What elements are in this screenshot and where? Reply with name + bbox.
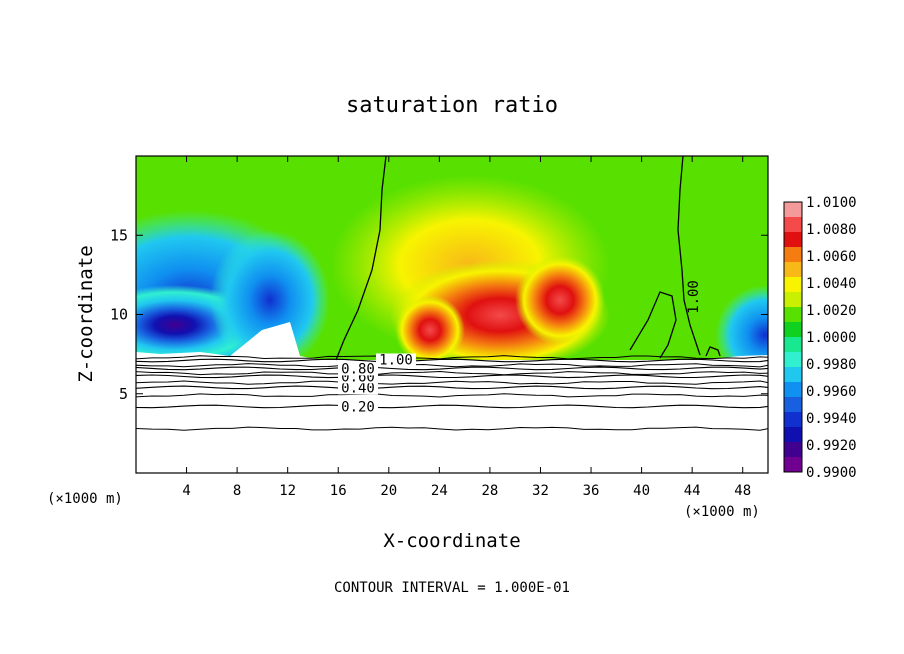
colorbar-label: 0.9900 [806, 465, 857, 481]
colorbar-label: 1.0020 [806, 303, 857, 319]
colorbar-swatch [784, 202, 802, 218]
colorbar-label: 0.9960 [806, 384, 857, 400]
contour-label: 0.40 [341, 380, 375, 396]
contour-line [135, 355, 769, 360]
colorbar-label: 1.0060 [806, 249, 857, 265]
moist-plume-1 [395, 295, 465, 365]
contour-line [135, 370, 769, 376]
contour-label: 1.00 [379, 352, 413, 368]
colorbar-label: 1.0000 [806, 330, 857, 346]
y-axis-label: Z-coordinate [75, 245, 97, 382]
moist-plume-2 [515, 255, 605, 345]
colorbar-swatch [784, 247, 802, 263]
x-tick-label: 12 [279, 483, 296, 499]
x-unit-left: (×1000 m) [47, 491, 123, 507]
chart-title: saturation ratio [346, 93, 558, 118]
colorbar-label: 0.9940 [806, 411, 857, 427]
contour-line [135, 393, 769, 398]
contour-line-labeled [135, 374, 769, 379]
y-tick-label: 10 [110, 306, 128, 324]
contour-label-bg [338, 381, 378, 395]
contour-label-bg [376, 353, 416, 367]
colorbar-swatch [784, 367, 802, 383]
contour-saturation-2 [677, 156, 701, 356]
colorbar-label: 1.0080 [806, 222, 857, 238]
colorbar: 1.0100 1.0080 1.0060 1.0040 1.0020 1.0000 0.99… [783, 195, 857, 481]
colorbar-swatch [784, 382, 802, 398]
contour-label: 1.00 [686, 280, 702, 314]
plot-field [136, 156, 768, 473]
colorbar-swatch [784, 457, 802, 473]
contour-label-bg [338, 400, 378, 414]
contour-line [135, 380, 769, 385]
colorbar-label: 1.0100 [806, 195, 857, 211]
colorbar-swatch [784, 262, 802, 278]
x-tick-label: 36 [583, 483, 600, 499]
x-tick-label: 16 [330, 483, 347, 499]
lower-white-region [136, 322, 768, 473]
colorbar-swatch [784, 352, 802, 368]
colorbar-swatch [784, 292, 802, 308]
contour-label: 0.80 [341, 361, 375, 377]
colorbar-swatch [784, 397, 802, 413]
contour-label-bg [338, 362, 378, 376]
contour-lines: 0.200.400.600.801.001.00 [135, 280, 769, 431]
x-tick-label: 8 [233, 483, 241, 499]
x-tick-label: 44 [684, 483, 701, 499]
contour-line [135, 363, 769, 368]
x-tick-label: 40 [633, 483, 650, 499]
x-tick-label: 32 [532, 483, 549, 499]
contour-line [135, 426, 769, 431]
colorbar-swatch [784, 322, 802, 338]
colorbar-label: 0.9920 [806, 438, 857, 454]
colorbar-swatch [784, 307, 802, 323]
x-ticks: 4 8 12 16 20 24 28 32 36 40 44 48 [182, 156, 751, 499]
colorbar-swatch [784, 427, 802, 443]
x-unit-right: (×1000 m) [684, 504, 760, 520]
x-tick-label: 28 [481, 483, 498, 499]
colorbar-swatch [784, 232, 802, 248]
y-tick-label: 5 [119, 385, 128, 403]
colorbar-label: 1.0040 [806, 276, 857, 292]
colorbar-swatch [784, 217, 802, 233]
colorbar-swatch [784, 412, 802, 428]
y-tick-label: 15 [110, 226, 128, 244]
x-tick-label: 4 [182, 483, 190, 499]
contour-saturation-3 [629, 291, 677, 359]
x-tick-label: 48 [734, 483, 751, 499]
contour-line-labeled [135, 385, 769, 390]
contour-label: 0.20 [341, 399, 375, 415]
x-tick-label: 24 [431, 483, 448, 499]
colorbar-frame [783, 201, 803, 473]
contour-saturation-1 [335, 156, 387, 361]
colorbar-swatch [784, 442, 802, 458]
contour-interval-note: CONTOUR INTERVAL = 1.000E-01 [334, 580, 570, 596]
colorbar-swatch [784, 277, 802, 293]
contour-line-labeled [135, 366, 769, 371]
x-tick-label: 20 [380, 483, 397, 499]
contour-line-labeled [135, 358, 769, 363]
colorbar-label: 0.9980 [806, 357, 857, 373]
contour-line-labeled [135, 404, 769, 409]
dry-region-mid [210, 230, 330, 370]
y-ticks: 5 10 15 [110, 226, 768, 403]
x-axis-label: X-coordinate [383, 530, 520, 552]
colorbar-swatch [784, 337, 802, 353]
contour-saturation-4 [705, 346, 721, 357]
